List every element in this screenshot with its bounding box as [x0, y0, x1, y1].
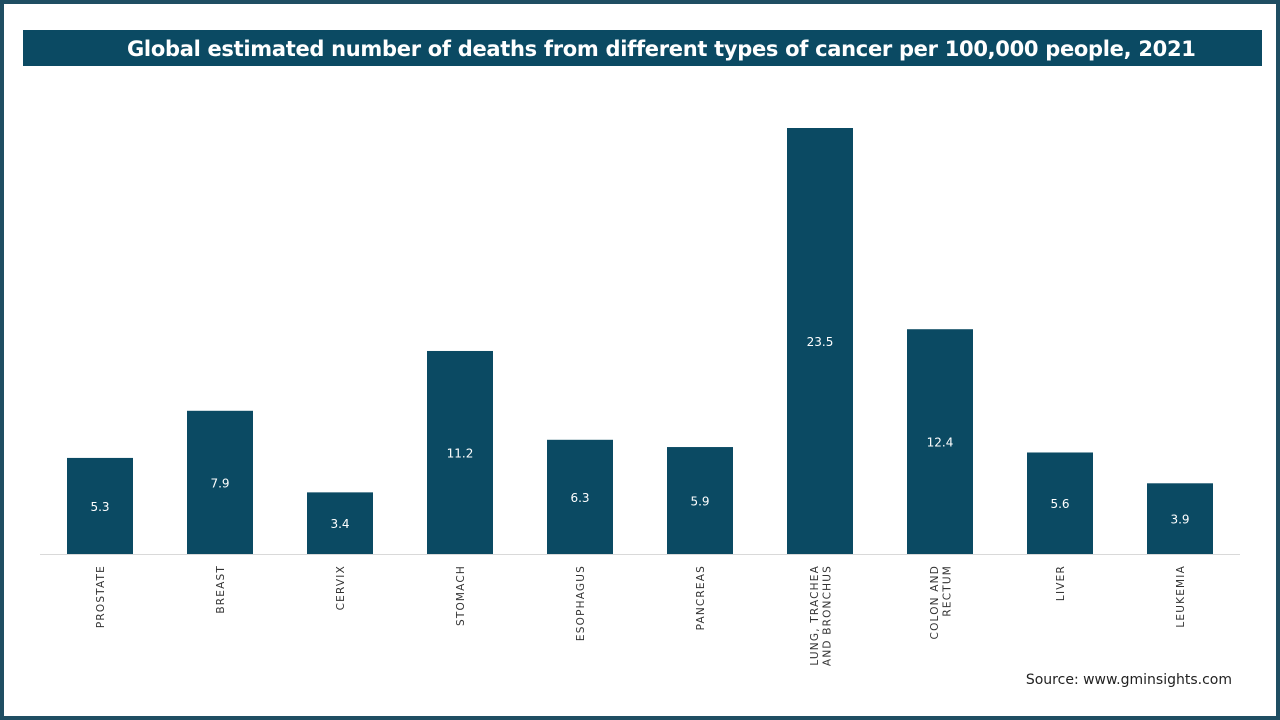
category-label-2: BREAST — [215, 565, 227, 614]
category-label-4: STOMACH — [455, 565, 467, 626]
bar-1 — [67, 457, 133, 554]
bar-9 — [1027, 452, 1093, 554]
category-label-7: LUNG, TRACHEAAND BRONCHUS — [809, 565, 834, 666]
bar-6 — [667, 447, 733, 554]
category-label-3: CERVIX — [335, 565, 347, 610]
value-label-6: 5.9 — [690, 495, 709, 509]
value-label-1: 5.3 — [90, 500, 109, 514]
category-label-8: COLON ANDRECTUM — [929, 565, 954, 639]
bars-group — [67, 128, 1213, 554]
category-label-10: LEUKEMIA — [1175, 565, 1187, 628]
value-label-7: 23.5 — [807, 335, 834, 349]
bar-5 — [547, 439, 613, 554]
bar-10 — [1147, 483, 1213, 554]
category-label-5: ESOPHAGUS — [575, 565, 587, 641]
bar-7 — [787, 128, 853, 554]
value-labels-group: 5.3 7.9 3.4 11.2 6.3 5.9 23.5 12.4 5.6 3.9 — [90, 335, 1189, 531]
category-labels-group: PROSTATE BREAST CERVIX STOMACH ESOPHAGUS PANC… — [95, 565, 1187, 666]
category-label-line: BREAST — [215, 565, 227, 614]
category-label-line: RECTUM — [941, 565, 953, 617]
chart-title: Global estimated number of deaths from d… — [127, 37, 1196, 61]
bar-8 — [907, 329, 973, 554]
value-label-8: 12.4 — [927, 436, 954, 450]
category-label-line: PANCREAS — [695, 565, 707, 630]
category-label-line: LEUKEMIA — [1175, 565, 1187, 628]
category-label-line: PROSTATE — [95, 565, 107, 628]
value-label-3: 3.4 — [330, 517, 349, 531]
bar-2 — [187, 410, 253, 554]
category-label-line: CERVIX — [335, 565, 347, 610]
title-bar: Global estimated number of deaths from d… — [23, 30, 1262, 66]
value-label-2: 7.9 — [210, 476, 229, 490]
bar-4 — [427, 350, 493, 554]
category-label-line: AND BRONCHUS — [821, 565, 833, 666]
category-label-6: PANCREAS — [695, 565, 707, 630]
category-label-line: STOMACH — [455, 565, 467, 626]
source-note: Source: www.gminsights.com — [1025, 672, 1232, 688]
category-label-9: LIVER — [1055, 565, 1067, 601]
value-label-9: 5.6 — [1050, 497, 1069, 511]
bar-3 — [307, 492, 373, 554]
category-label-line: COLON AND — [929, 565, 941, 639]
category-label-line: ESOPHAGUS — [575, 565, 587, 641]
value-label-4: 11.2 — [447, 446, 474, 460]
value-label-5: 6.3 — [570, 491, 589, 505]
category-label-line: LIVER — [1055, 565, 1067, 601]
category-label-1: PROSTATE — [95, 565, 107, 628]
value-label-10: 3.9 — [1170, 513, 1189, 527]
category-label-line: LUNG, TRACHEA — [809, 565, 821, 666]
